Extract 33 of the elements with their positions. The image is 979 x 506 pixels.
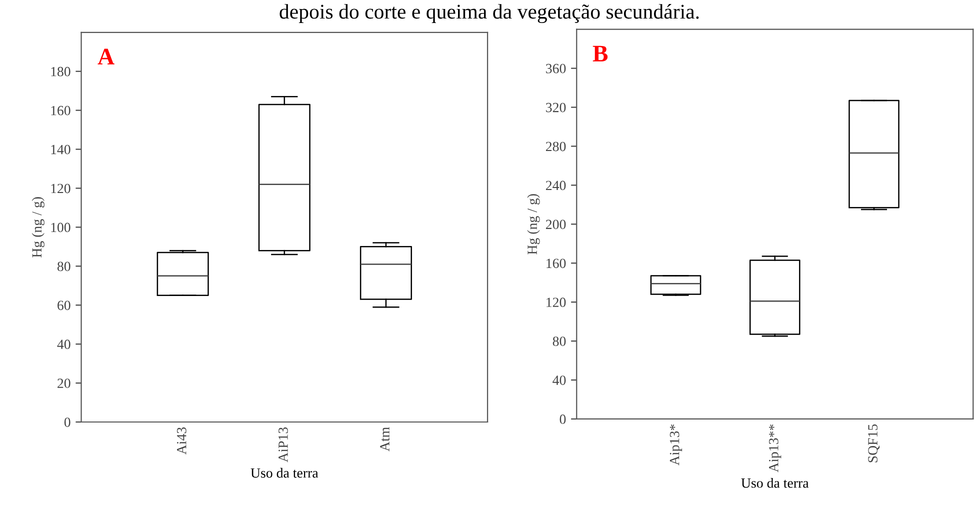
y-tick-label: 120 [546, 298, 566, 308]
y-tick-label: 160 [546, 258, 566, 268]
y-tick-label: 40 [57, 340, 70, 350]
y-tick-label: 100 [51, 222, 70, 232]
x-tick-label: AiP13 [278, 427, 288, 462]
y-tick-label: 140 [51, 144, 70, 154]
y-tick-label: 80 [57, 262, 70, 272]
y-tick-label: 20 [58, 378, 70, 388]
y-tick-label: 80 [552, 336, 566, 346]
y-tick-label: 240 [546, 180, 566, 190]
y-tick-label: 40 [552, 376, 566, 385]
x-axis-title: Uso da terra [741, 478, 809, 488]
text: B [592, 46, 608, 62]
y-tick-label: 320 [546, 102, 566, 112]
x-tick-label: SQF15 [868, 424, 880, 462]
y-tick-label: 60 [58, 300, 70, 310]
text: depois do corte e queima da vegetação secundária. [280, 4, 699, 24]
y-tick-label: 160 [51, 106, 70, 116]
text: A [98, 48, 114, 64]
x-tick-label: Ai43 [176, 427, 186, 455]
y-tick-label: 120 [51, 184, 70, 194]
y-tick-label: 0 [64, 418, 70, 427]
y-tick-label: 0 [560, 414, 566, 424]
y-tick-label: 360 [546, 64, 566, 74]
y-tick-label: 180 [51, 66, 70, 76]
y-tick-label: 200 [546, 220, 566, 230]
x-tick-label: Aip13* [670, 424, 682, 466]
y-axis-title: Hg (ng / g) [527, 194, 540, 254]
x-tick-label: Atm [380, 427, 390, 452]
y-axis-title: Hg (ng / g) [32, 197, 44, 258]
x-tick-label: Aip13** [769, 424, 782, 472]
x-axis-title: Uso da terra [250, 468, 318, 478]
y-tick-label: 280 [546, 142, 566, 152]
